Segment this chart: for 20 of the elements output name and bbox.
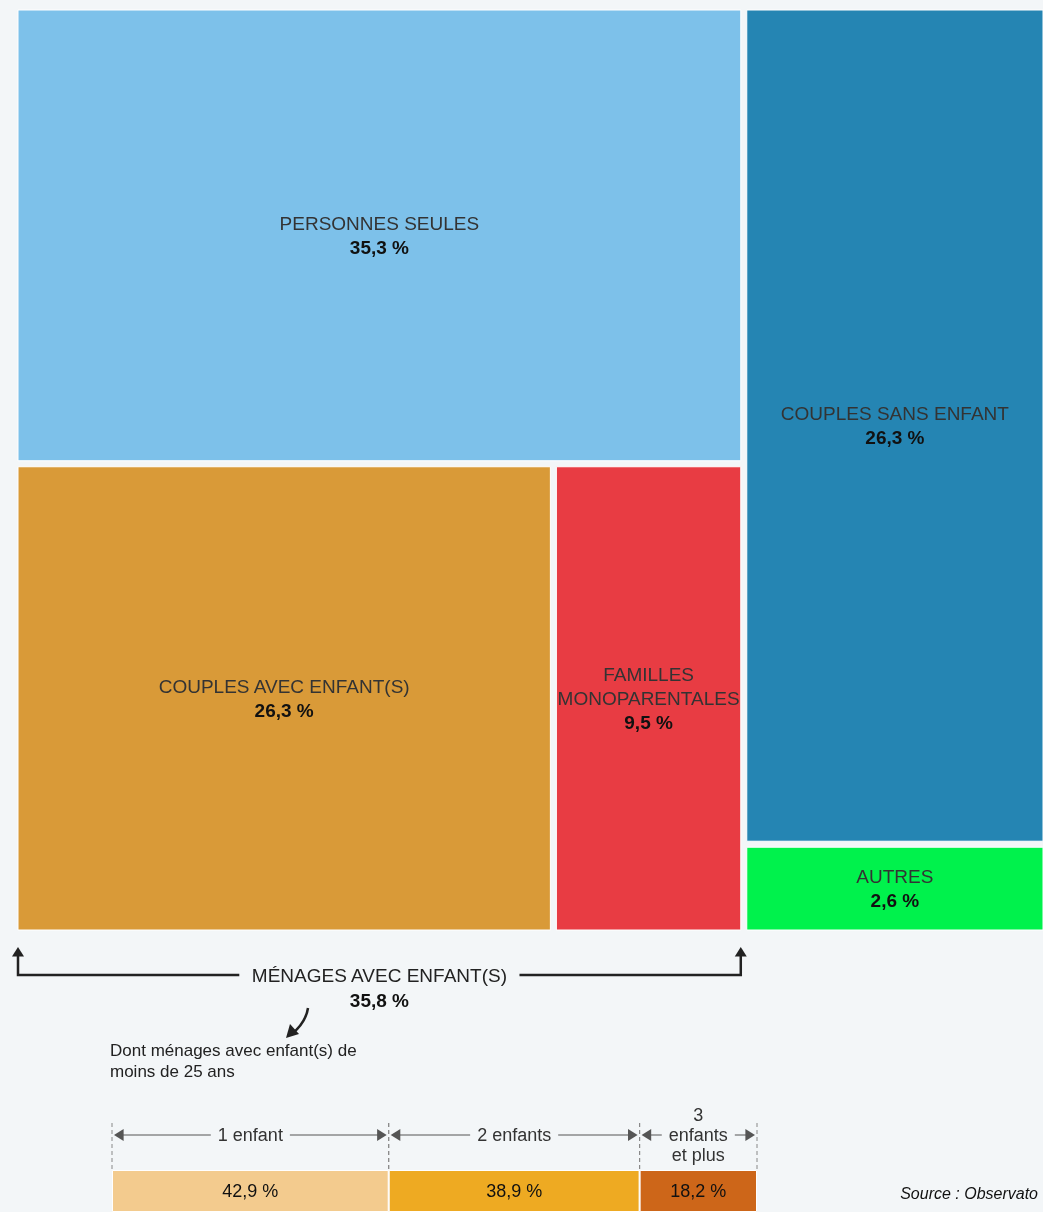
text: 35,8 %: [349, 989, 410, 1011]
text: Dont ménages avec enfant(s) de moins de 25 ans: [110, 1041, 362, 1081]
series-label: 1 enfant: [217, 1125, 283, 1145]
data-label: 35,3 %: [349, 236, 410, 258]
data-label: 9,5 %: [624, 711, 673, 733]
category-label: COUPLES AVEC ENFANT(S): [158, 675, 410, 697]
data-label: 26,3 %: [865, 427, 925, 449]
data-label: 42,9 %: [222, 1181, 279, 1201]
data-label: 26,3 %: [254, 699, 314, 721]
series-label: 2 enfants: [477, 1125, 552, 1145]
source-note: Source : Observato: [900, 1184, 1039, 1202]
category-label: AUTRES: [856, 866, 934, 888]
data-label: 18,2 %: [670, 1181, 727, 1201]
series-label: 3 enfants et plus: [668, 1105, 728, 1165]
category-label: COUPLES SANS ENFANT: [780, 403, 1010, 425]
data-label: 2,6 %: [870, 890, 920, 912]
category-label: PERSONNES SEULES: [279, 212, 480, 234]
category-label: FAMILLES MONOPARENTALES: [557, 663, 740, 709]
text: MÉNAGES AVEC ENFANT(S): [251, 964, 507, 986]
data-label: 38,9 %: [486, 1181, 543, 1201]
